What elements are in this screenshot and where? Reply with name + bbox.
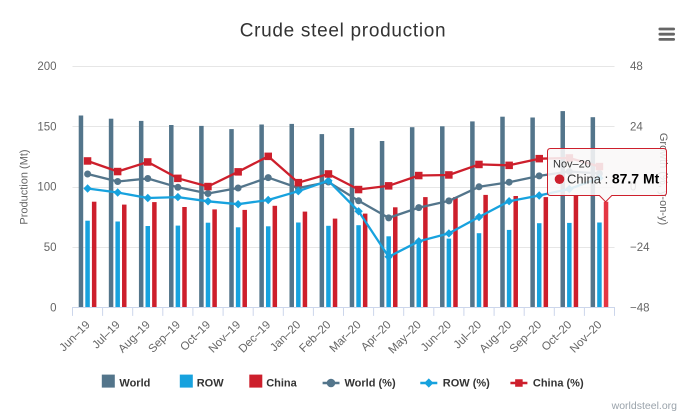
svg-text:China: China xyxy=(266,378,297,390)
svg-text:0: 0 xyxy=(50,302,56,314)
svg-text:ROW: ROW xyxy=(197,378,225,390)
svg-text:World (%): World (%) xyxy=(345,378,396,390)
svg-text:ROW (%): ROW (%) xyxy=(443,378,490,390)
svg-text:200: 200 xyxy=(37,61,56,73)
svg-text:worldsteel.org: worldsteel.org xyxy=(611,400,678,412)
svg-text:100: 100 xyxy=(37,182,56,194)
svg-text:24: 24 xyxy=(630,121,643,133)
svg-text:Crude steel production: Crude steel production xyxy=(240,21,447,42)
svg-text:−48: −48 xyxy=(630,302,650,314)
svg-text:China (%): China (%) xyxy=(533,378,584,390)
svg-text:World: World xyxy=(119,378,150,390)
svg-text:Production (Mt): Production (Mt) xyxy=(18,149,30,224)
svg-text:48: 48 xyxy=(630,61,643,73)
svg-text:50: 50 xyxy=(44,242,57,254)
svg-text:−24: −24 xyxy=(630,242,650,254)
svg-text:150: 150 xyxy=(37,121,56,133)
svg-text:Nov–20: Nov–20 xyxy=(553,159,591,171)
svg-text:China : 87.7 Mt: China : 87.7 Mt xyxy=(567,171,660,187)
